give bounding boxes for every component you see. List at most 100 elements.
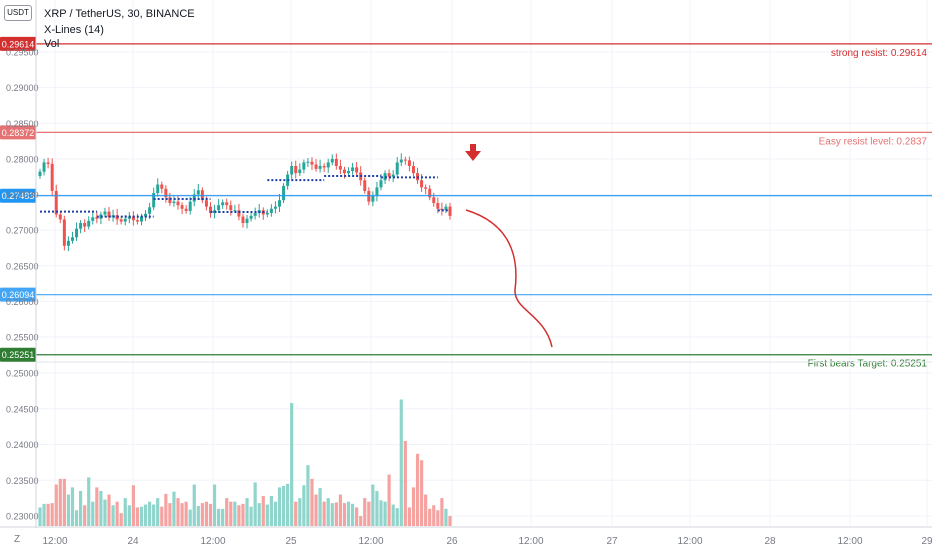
x-tick-label: 26 [446, 536, 458, 547]
volume-bar [66, 494, 71, 526]
candle-body [294, 166, 298, 174]
volume-bar [188, 509, 192, 526]
indicator-xlines-label[interactable]: X-Lines (14) [44, 24, 104, 36]
candle-body [79, 223, 83, 229]
candle-body [298, 169, 302, 174]
x-tick-label: 12:00 [837, 536, 862, 547]
volume-bar [395, 508, 399, 526]
candle-body [42, 162, 46, 172]
volume-bar [139, 506, 144, 526]
x-tick-label: 12:00 [677, 536, 702, 547]
y-tick-label: 0.26000 [6, 297, 39, 307]
candle-body [375, 187, 379, 196]
volume-bar [346, 501, 351, 526]
volume-bar [111, 505, 115, 526]
candle-body [314, 164, 318, 169]
symbol-title: XRP / TetherUS, 30, BINANCE [44, 8, 195, 20]
candle-body [237, 210, 241, 217]
price-level-badge [0, 287, 36, 302]
volume-bar [229, 501, 233, 526]
volume-bar [119, 513, 123, 526]
candle-body [249, 215, 253, 219]
price-level-badge-text: 0.27483 [2, 191, 35, 201]
y-tick-label: 0.27500 [6, 190, 39, 200]
volume-bar [310, 478, 314, 526]
drawing-annotations [465, 144, 553, 348]
volume-bar [99, 490, 103, 526]
indicator-vol-label[interactable]: Vol [44, 38, 60, 50]
candle-body [70, 237, 74, 241]
candle-body [156, 184, 160, 194]
volume-bar [281, 485, 286, 526]
candle-body [403, 159, 407, 161]
volume-bar [70, 487, 75, 526]
volume-bar [375, 490, 379, 526]
volume-bar [367, 501, 371, 526]
candle-body [225, 202, 229, 206]
candle-body [379, 180, 383, 188]
x-tick-label: 24 [127, 536, 139, 547]
scale-mode-badge[interactable]: Z [14, 534, 21, 545]
volume-bar [148, 501, 152, 526]
volume-bar [208, 503, 213, 526]
volume-bar [135, 507, 140, 526]
volume-bar [342, 503, 347, 526]
volume-bar [168, 503, 172, 526]
volume-bar [383, 501, 387, 526]
x-tick-label: 28 [764, 536, 776, 547]
price-level-label: First bears Target: 0.25251 [808, 359, 928, 370]
candle-body [282, 185, 286, 201]
candle-body [436, 203, 440, 209]
volume-bar [302, 485, 306, 526]
volume-bar [371, 484, 375, 526]
volume-bar [403, 440, 407, 526]
volume-bar [74, 510, 79, 526]
candle-body [196, 190, 200, 195]
candle-body [302, 162, 306, 170]
price-level-badge [0, 125, 36, 140]
price-level-badge-text: 0.25251 [2, 350, 35, 360]
price-level-badge [0, 347, 36, 362]
volume-bar [415, 453, 420, 526]
volume-bar [253, 482, 257, 526]
candle-body [395, 162, 399, 175]
candle-body [87, 220, 91, 227]
volume-bar [143, 504, 148, 526]
volume-bar [221, 508, 225, 526]
candle-body [139, 216, 143, 222]
volume-bar [448, 516, 452, 526]
price-level-badge-text: 0.28372 [2, 128, 35, 138]
volume-bar [338, 494, 342, 526]
candle-body [428, 188, 432, 198]
candle-body [152, 193, 156, 208]
price-level-badge [0, 188, 36, 203]
candle-body [217, 205, 221, 211]
volume-bar [391, 504, 395, 526]
price-level-lines[interactable]: 0.29614 strong resist: 0.29614 0.28372 Easy… [0, 36, 932, 370]
candle-body [399, 159, 403, 163]
candle-body [371, 195, 375, 202]
candle-body [355, 167, 359, 173]
volume-bar [176, 498, 180, 526]
volume-bar [334, 502, 338, 526]
volume-bar [184, 501, 188, 526]
volume-bar [160, 506, 164, 526]
y-tick-label: 0.25500 [6, 333, 39, 343]
volume-bar [306, 465, 310, 526]
currency-badge[interactable]: USDT [4, 5, 32, 21]
volume-bar [192, 484, 196, 526]
volume-bar [387, 474, 391, 526]
candle-body [241, 216, 245, 223]
candle-body [290, 166, 294, 175]
vol-tick-label: 0.24500 [6, 404, 39, 414]
candle-body [444, 206, 448, 211]
volume-bar [330, 503, 334, 526]
volume-bar [123, 498, 127, 526]
x-tick-label: 12:00 [358, 536, 383, 547]
x-tick-label: 12:00 [200, 536, 225, 547]
candle-body [326, 162, 330, 168]
candle-body [338, 166, 342, 170]
candle-body [265, 213, 269, 215]
candle-body [127, 216, 131, 219]
